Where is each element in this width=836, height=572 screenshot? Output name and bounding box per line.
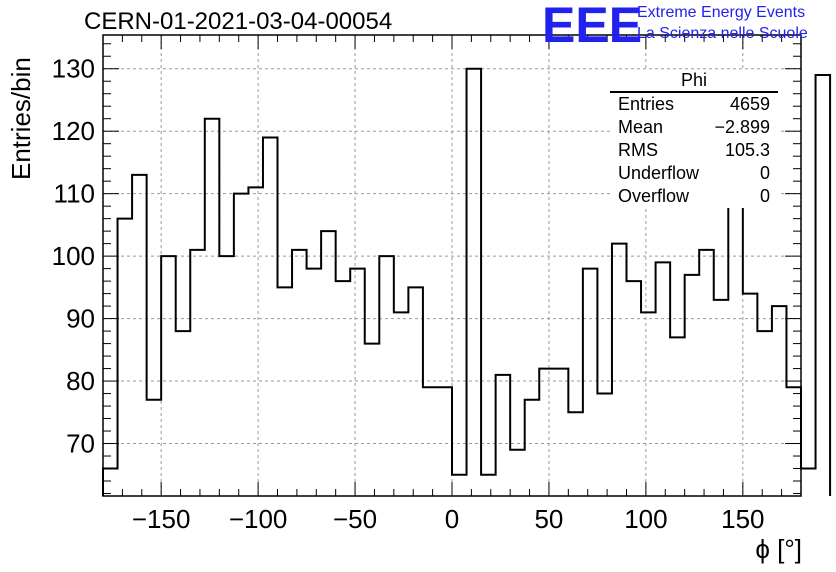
histogram-bin: [161, 256, 176, 496]
stats-row: Underflow 0: [610, 162, 778, 185]
stats-row: RMS 105.3: [610, 139, 778, 162]
histogram-bin: [190, 250, 205, 496]
x-tick-label: −50: [333, 504, 377, 534]
histogram-bin: [365, 344, 380, 496]
x-axis-label: ϕ [°]: [755, 534, 802, 564]
stats-value: 0: [759, 186, 770, 206]
stats-row: Mean −2.899: [610, 116, 778, 139]
histogram-bin: [786, 387, 801, 496]
y-tick-label: 70: [66, 429, 95, 459]
histogram-bin: [772, 306, 787, 496]
histogram-bin: [248, 187, 263, 496]
stats-value: 4659: [729, 94, 770, 114]
histogram-bin: [597, 394, 612, 496]
histogram-bin: [641, 312, 656, 496]
histogram-bin: [292, 250, 307, 496]
stats-box: Phi Entries 4659 Mean −2.899 RMS 105.3 Underfl…: [610, 70, 778, 208]
histogram-outline: [102, 67, 832, 496]
y-axis-label: Entries/bin: [6, 57, 36, 180]
histogram-bin: [147, 400, 162, 496]
histogram-bin: [437, 387, 452, 496]
histogram-bin: [278, 287, 293, 496]
stats-label: Underflow: [618, 163, 700, 183]
histogram-bin: [103, 469, 118, 496]
histogram-bin: [379, 256, 394, 496]
stats-value: 105.3: [724, 140, 770, 160]
x-tick-label: 100: [624, 504, 667, 534]
histogram-bin: [539, 369, 554, 496]
histogram-bin: [554, 369, 569, 496]
y-tick-label: 100: [52, 241, 95, 271]
histogram-bin: [307, 269, 322, 496]
histogram-bin: [801, 469, 816, 496]
y-tick-label: 110: [54, 179, 95, 209]
histogram-bin: [132, 175, 147, 496]
histogram-bin: [757, 331, 772, 496]
eee-logo: EEE: [542, 0, 643, 53]
histogram-bin: [743, 294, 758, 496]
histogram-bin: [234, 194, 249, 496]
axes: −150 −100 −50 0 50 100 150 70 80 90 100 110 120 130: [52, 34, 802, 534]
histogram-bin: [656, 262, 671, 496]
stats-label: RMS: [618, 140, 658, 160]
histogram-bin: [219, 256, 234, 496]
histogram-bin: [699, 250, 714, 496]
histogram-bin: [714, 300, 729, 496]
histogram-bin: [452, 475, 467, 496]
x-tick-label: 0: [445, 504, 459, 534]
stats-row: Entries 4659: [610, 93, 778, 116]
histogram-bin: [350, 269, 365, 496]
stats-title: Phi: [610, 70, 778, 93]
histogram-bars: [102, 67, 832, 496]
y-tick-label: 80: [66, 366, 95, 396]
x-tick-label: 50: [534, 504, 563, 534]
histogram-bin: [467, 69, 482, 496]
histogram-bin: [176, 331, 191, 496]
histogram-bin: [118, 219, 133, 496]
chart-title: CERN-01-2021-03-04-00054: [84, 8, 393, 35]
histogram-bin: [685, 275, 700, 496]
x-tick-label: −150: [132, 504, 191, 534]
histogram-bin: [394, 312, 409, 496]
stats-row: Overflow 0: [610, 185, 778, 208]
histogram-bin: [670, 337, 685, 496]
stats-value: 0: [759, 163, 770, 183]
stats-value: −2.899: [714, 117, 770, 137]
y-tick-label: 90: [66, 304, 95, 334]
y-tick-label: 130: [52, 54, 95, 84]
histogram-bin: [510, 450, 525, 496]
histogram-bin: [612, 244, 627, 496]
histogram-bin: [496, 375, 511, 496]
histogram-bin: [525, 400, 540, 496]
x-tick-label: 150: [721, 504, 764, 534]
histogram-bin: [336, 281, 351, 496]
histogram-bin: [583, 269, 598, 496]
histogram-bin: [205, 119, 220, 496]
histogram-bin: [728, 206, 743, 496]
histogram-bin: [321, 231, 336, 496]
histogram-bin: [481, 475, 496, 496]
logo-line-1: Extreme Energy Events: [637, 4, 806, 21]
histogram-bin: [627, 281, 642, 496]
histogram-bin: [816, 75, 831, 496]
x-tick-label: −100: [229, 504, 288, 534]
stats-label: Entries: [618, 94, 675, 114]
histogram-bin: [263, 137, 278, 496]
stats-label: Overflow: [618, 186, 690, 206]
histogram-bin: [568, 412, 583, 496]
logo-line-2: La Scienza nelle Scuole: [637, 25, 808, 42]
histogram-bin: [423, 387, 438, 496]
y-tick-label: 120: [52, 116, 95, 146]
histogram-bin: [408, 287, 423, 496]
stats-label: Mean: [618, 117, 664, 137]
